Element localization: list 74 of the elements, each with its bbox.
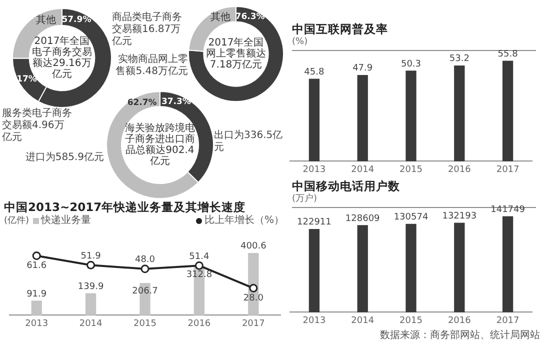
data-label: 206.7 xyxy=(132,286,158,297)
x-tick-label: 2017 xyxy=(242,318,265,329)
data-label: 400.6 xyxy=(240,242,267,252)
x-tick-label: 2015 xyxy=(134,318,156,329)
bar xyxy=(308,228,320,312)
x-tick-label: 2014 xyxy=(351,316,374,326)
bar xyxy=(406,224,416,312)
data-label: 91.9 xyxy=(26,289,47,300)
data-label: 28.0 xyxy=(243,294,264,304)
legend-label: 快递业务量 xyxy=(41,215,92,227)
data-label: 55.8 xyxy=(498,49,518,60)
slice-label: 其他 xyxy=(210,10,230,23)
x-tick-label: 2017 xyxy=(496,164,520,175)
data-label: 141749 xyxy=(490,204,526,215)
x-tick-label: 2017 xyxy=(496,316,520,326)
bar xyxy=(454,65,465,162)
chart-title: 中国2013~2017年快递业务量及其增长速度 xyxy=(4,200,246,214)
point xyxy=(194,261,204,270)
point xyxy=(140,264,150,274)
x-tick-label: 2013 xyxy=(302,164,326,175)
data-label: 45.8 xyxy=(304,67,324,78)
point xyxy=(86,260,96,270)
text: 出口为336.5亿元 xyxy=(214,130,284,154)
text: 2017年全国网上零售额达7.18万亿元 xyxy=(206,38,266,70)
bar xyxy=(31,300,42,316)
data-label: 122911 xyxy=(297,218,332,228)
data-label: 57.9% xyxy=(62,14,92,25)
data-label: 50.3 xyxy=(400,59,422,70)
x-tick-label: 2015 xyxy=(400,316,422,326)
x-tick-label: 2016 xyxy=(188,318,211,329)
x-tick-label: 2014 xyxy=(79,318,103,329)
x-tick-label: 2015 xyxy=(400,164,422,175)
chart-title: 中国互联网普及率 xyxy=(292,22,388,36)
data-label: 312.8 xyxy=(186,270,212,280)
text: 商品类电子商务交易额16.87万亿元 xyxy=(112,12,183,48)
legend-label: 比上年增长（%） xyxy=(204,215,284,227)
data-label: 51.4 xyxy=(189,252,210,262)
data-label: 51.9 xyxy=(80,251,102,262)
y-axis-title: (亿件) xyxy=(4,215,30,227)
x-tick-label: 2016 xyxy=(448,164,472,175)
data-label: 76.3% xyxy=(235,12,266,22)
x-tick-label: 2016 xyxy=(448,316,472,326)
x-tick-label: 2014 xyxy=(351,164,374,175)
y-axis-title: (%) xyxy=(292,37,308,48)
point xyxy=(249,284,258,292)
bar xyxy=(502,60,514,162)
data-label: 132193 xyxy=(442,211,477,222)
data-label: 62.7% xyxy=(127,98,158,108)
bar xyxy=(502,216,514,312)
x-tick-label: 2013 xyxy=(302,316,326,326)
text: 服务类电子商务交易额4.96万亿元 xyxy=(2,108,72,144)
text: 实物商品网上零售额5.48万亿元 xyxy=(114,54,188,78)
data-label: 61.6 xyxy=(26,261,47,272)
chart-title: 中国移动电话用户数 xyxy=(292,179,400,193)
point xyxy=(32,252,41,260)
slice-label: 其他 xyxy=(36,14,56,26)
y-axis-title: (万户) xyxy=(292,194,318,205)
data-label: 128609 xyxy=(345,214,380,224)
data-label: 47.9 xyxy=(352,64,373,74)
source-note: 数据来源：商务部网站、统计局网站 xyxy=(379,330,540,342)
text: 进口为585.9亿元 xyxy=(24,152,104,164)
data-label: 139.9 xyxy=(78,282,104,292)
data-label: 130574 xyxy=(394,212,428,222)
bar xyxy=(454,222,465,312)
data-label: 48.0 xyxy=(134,255,156,266)
x-tick-label: 2013 xyxy=(25,318,48,329)
bar xyxy=(85,293,96,316)
data-label: 53.2 xyxy=(449,54,470,64)
text: 海关验放跨境电子商务进出口商品总额达902.4亿元 xyxy=(124,123,196,167)
data-label: 37.3% xyxy=(161,97,192,108)
bar xyxy=(308,78,320,162)
bar xyxy=(357,225,368,312)
bar xyxy=(357,74,368,162)
bar xyxy=(406,70,416,162)
